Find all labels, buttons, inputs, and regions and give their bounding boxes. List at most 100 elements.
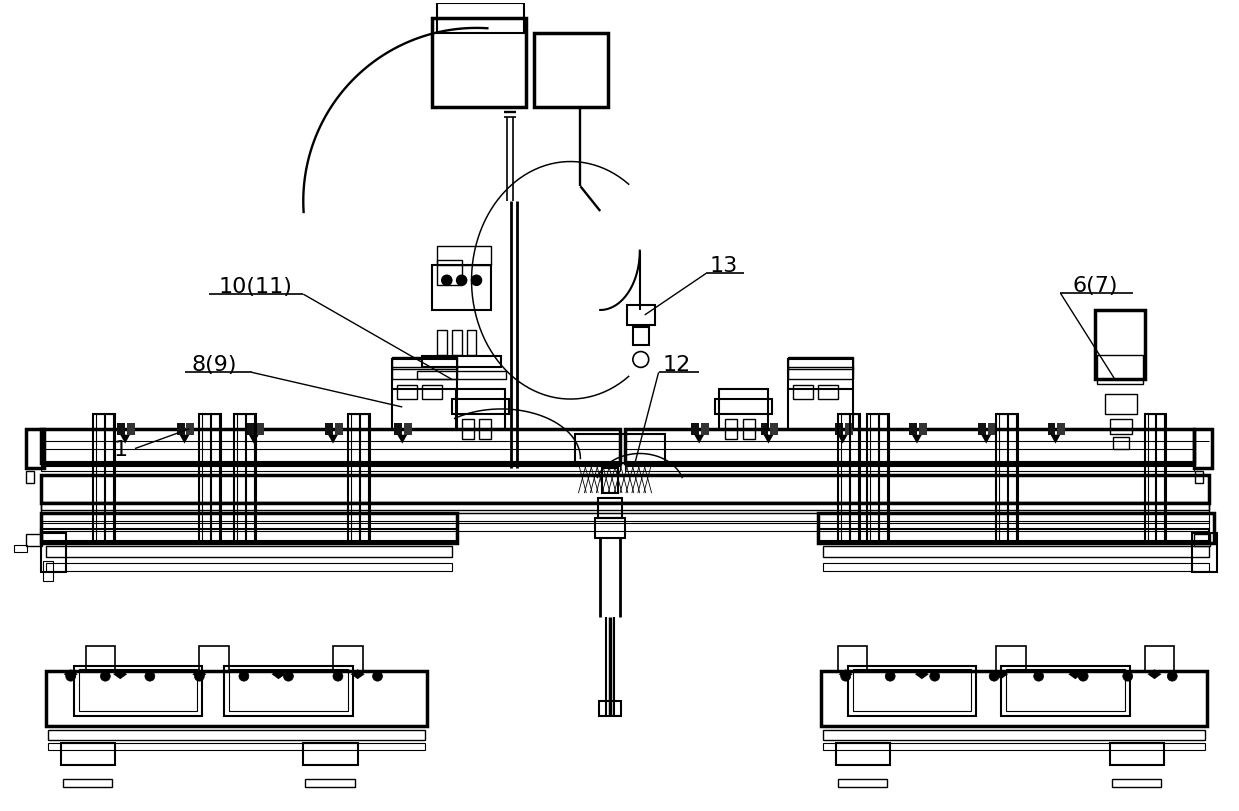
Bar <box>701 423 709 436</box>
Bar <box>1110 744 1165 766</box>
Bar <box>836 744 890 766</box>
Polygon shape <box>914 669 929 680</box>
Bar <box>1105 395 1136 414</box>
Bar <box>1147 414 1156 543</box>
Polygon shape <box>192 669 206 680</box>
Bar <box>73 667 202 716</box>
Bar <box>245 414 254 543</box>
Bar <box>1194 429 1212 469</box>
Text: 6(7): 6(7) <box>1072 276 1118 296</box>
Bar <box>1145 414 1166 543</box>
Bar <box>418 372 507 380</box>
Bar <box>821 672 1207 726</box>
Bar <box>432 266 492 311</box>
Bar <box>46 672 427 726</box>
Bar <box>788 360 852 389</box>
Bar <box>919 423 927 436</box>
Bar <box>788 358 852 370</box>
Bar <box>838 646 867 672</box>
Bar <box>598 499 622 518</box>
Bar <box>398 386 418 400</box>
Bar <box>41 476 1209 504</box>
Bar <box>305 779 354 787</box>
Bar <box>393 360 457 389</box>
Circle shape <box>195 672 204 681</box>
Bar <box>422 386 442 400</box>
Bar <box>234 414 255 543</box>
Bar <box>909 423 917 436</box>
Bar <box>534 34 608 108</box>
Bar <box>48 743 425 750</box>
Bar <box>41 461 620 467</box>
Bar <box>187 423 195 436</box>
Bar <box>333 646 363 672</box>
Bar <box>595 518 624 538</box>
Bar <box>325 423 333 436</box>
Circle shape <box>373 672 383 681</box>
Bar <box>1001 667 1130 716</box>
Bar <box>818 513 1214 543</box>
Bar <box>63 779 113 787</box>
Bar <box>245 423 254 436</box>
Bar <box>41 513 457 543</box>
Circle shape <box>66 672 76 681</box>
Polygon shape <box>994 669 1009 680</box>
Polygon shape <box>113 669 128 680</box>
Polygon shape <box>912 436 922 444</box>
Text: 13: 13 <box>710 256 738 276</box>
Bar <box>1047 423 1056 436</box>
Bar <box>691 423 699 436</box>
Bar <box>867 414 890 543</box>
Bar <box>1192 533 1217 573</box>
Bar <box>199 646 229 672</box>
Bar <box>211 414 219 543</box>
Circle shape <box>100 672 110 681</box>
Bar <box>788 368 852 380</box>
Bar <box>1009 414 1016 543</box>
Bar <box>1006 669 1125 711</box>
Bar <box>479 419 492 439</box>
Bar <box>823 564 1209 572</box>
Polygon shape <box>63 669 78 680</box>
Bar <box>989 423 996 436</box>
Bar <box>996 414 1018 543</box>
Bar <box>48 730 425 740</box>
Text: 10(11): 10(11) <box>219 277 292 297</box>
Bar <box>202 414 211 543</box>
Bar <box>847 667 976 716</box>
Circle shape <box>1078 672 1088 681</box>
Bar <box>41 533 66 573</box>
Bar <box>715 400 772 414</box>
Polygon shape <box>351 669 364 680</box>
Bar <box>823 546 1209 558</box>
Bar <box>462 419 473 439</box>
Bar <box>394 423 403 436</box>
Bar <box>404 423 413 436</box>
Bar <box>624 429 1194 464</box>
Circle shape <box>145 672 155 681</box>
Circle shape <box>989 672 999 681</box>
Bar <box>1097 355 1142 384</box>
Polygon shape <box>694 436 704 444</box>
Bar <box>26 429 43 469</box>
Bar <box>996 646 1026 672</box>
Bar <box>602 469 618 493</box>
Bar <box>229 669 348 711</box>
Circle shape <box>1033 672 1043 681</box>
Bar <box>26 534 42 546</box>
Bar <box>41 521 1209 531</box>
Bar <box>1111 779 1161 787</box>
Bar <box>437 261 462 286</box>
Bar <box>979 423 986 436</box>
Circle shape <box>284 672 294 681</box>
Bar <box>1110 419 1131 434</box>
Text: 12: 12 <box>663 355 690 375</box>
Bar <box>41 529 457 541</box>
Bar <box>422 356 502 368</box>
Polygon shape <box>763 436 773 444</box>
Bar <box>871 414 878 543</box>
Bar <box>624 466 1194 472</box>
Circle shape <box>239 672 249 681</box>
Bar <box>852 669 971 711</box>
Circle shape <box>841 672 851 681</box>
